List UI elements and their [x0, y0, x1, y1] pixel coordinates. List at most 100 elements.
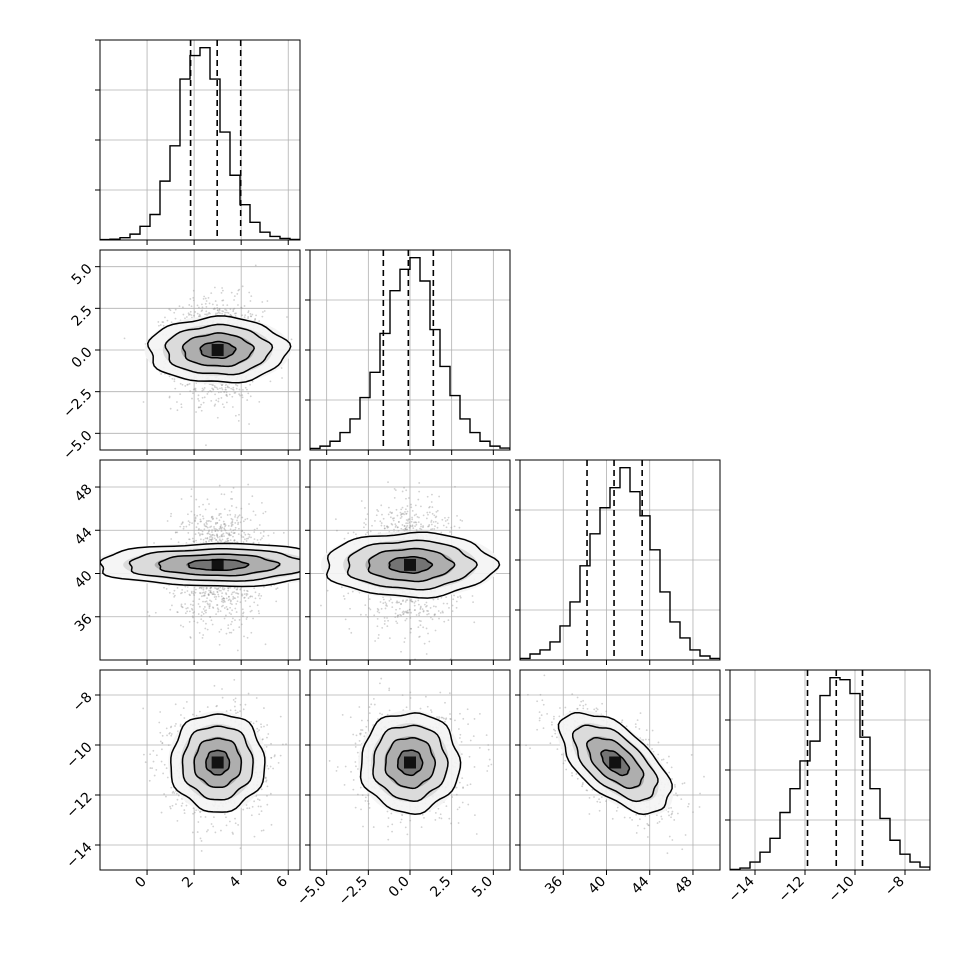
scatter-point	[216, 304, 218, 306]
scatter-point	[409, 599, 412, 602]
scatter-point	[207, 296, 210, 299]
scatter-point	[210, 534, 212, 537]
scatter-point	[203, 295, 206, 298]
scatter-point	[364, 518, 367, 521]
scatter-point	[406, 612, 409, 614]
scatter-point	[216, 607, 219, 610]
scatter-point	[192, 616, 194, 619]
scatter-point	[217, 608, 220, 611]
scatter-point	[160, 811, 163, 814]
scatter-point	[441, 518, 444, 521]
scatter-point	[186, 383, 189, 386]
scatter-point	[208, 529, 211, 532]
scatter-point	[201, 389, 204, 392]
scatter-point	[218, 538, 221, 541]
histogram-step	[100, 46, 300, 240]
scatter-point	[221, 696, 224, 699]
scatter-point	[208, 603, 211, 605]
scatter-point	[187, 312, 190, 315]
scatter-point	[434, 520, 437, 523]
scatter-point	[210, 600, 213, 603]
scatter-point	[190, 590, 193, 593]
scatter-point	[435, 511, 438, 513]
scatter-point	[415, 513, 418, 516]
scatter-point	[197, 406, 200, 409]
scatter-point	[211, 303, 214, 306]
scatter-point	[219, 589, 222, 592]
scatter-point	[241, 285, 244, 288]
scatter-point	[191, 537, 194, 540]
scatter-point	[166, 319, 169, 322]
scatter-point	[203, 524, 206, 527]
scatter-point	[386, 605, 389, 607]
scatter-point	[472, 601, 474, 603]
scatter-point	[191, 397, 193, 400]
scatter-point	[220, 605, 223, 608]
scatter-point	[215, 613, 218, 616]
scatter-point	[155, 768, 158, 771]
scatter-point	[183, 812, 186, 815]
scatter-point	[411, 600, 413, 603]
scatter-point	[269, 380, 272, 383]
scatter-point	[202, 600, 204, 603]
scatter-point	[232, 386, 235, 389]
scatter-point	[410, 520, 413, 523]
scatter-point	[207, 603, 210, 606]
scatter-point	[169, 726, 172, 729]
scatter-point	[187, 513, 189, 516]
scatter-point	[240, 623, 243, 626]
scatter-point	[223, 406, 225, 409]
scatter-point	[182, 306, 184, 309]
scatter-point	[212, 388, 215, 391]
scatter-point	[198, 313, 201, 316]
scatter-point	[192, 540, 195, 543]
scatter-point	[383, 524, 386, 527]
scatter-point	[214, 598, 217, 601]
scatter-point	[213, 307, 216, 310]
scatter-point	[226, 608, 229, 611]
scatter-point	[229, 602, 232, 605]
scatter-point	[373, 614, 376, 617]
scatter-point	[180, 605, 183, 607]
scatter-point	[234, 619, 236, 622]
scatter-panel-1-0: −5.0−2.50.02.55.0	[60, 249, 301, 463]
scatter-point	[227, 589, 230, 592]
scatter-point	[405, 512, 408, 515]
scatter-point	[248, 533, 251, 536]
scatter-point	[406, 524, 409, 527]
scatter-point	[411, 600, 414, 603]
scatter-point	[429, 607, 432, 609]
scatter-point	[233, 392, 236, 394]
scatter-point	[236, 293, 239, 295]
scatter-point	[176, 409, 179, 412]
scatter-point	[258, 400, 261, 403]
scatter-point	[241, 516, 244, 519]
scatter-point	[234, 597, 237, 600]
scatter-point	[202, 594, 205, 597]
scatter-point	[239, 588, 242, 591]
scatter-point	[252, 541, 255, 544]
scatter-point	[234, 522, 237, 524]
scatter-point	[411, 516, 413, 519]
scatter-point	[227, 595, 230, 598]
scatter-point	[216, 588, 219, 591]
scatter-point	[223, 599, 226, 602]
scatter-point	[255, 697, 258, 699]
scatter-point	[205, 521, 208, 524]
scatter-point	[226, 538, 229, 540]
scatter-point	[249, 610, 252, 613]
scatter-point	[211, 387, 214, 390]
scatter-point	[237, 824, 240, 826]
scatter-point	[471, 595, 474, 597]
scatter-point	[386, 525, 389, 528]
scatter-point	[223, 523, 226, 526]
scatter-point	[210, 390, 213, 393]
scatter-point	[215, 539, 217, 541]
scatter-point	[411, 509, 414, 512]
scatter-point	[210, 515, 213, 518]
scatter-point	[247, 315, 250, 318]
contour-3	[325, 531, 501, 599]
scatter-point	[206, 597, 208, 600]
scatter-point	[198, 587, 201, 590]
scatter-point	[228, 586, 230, 589]
